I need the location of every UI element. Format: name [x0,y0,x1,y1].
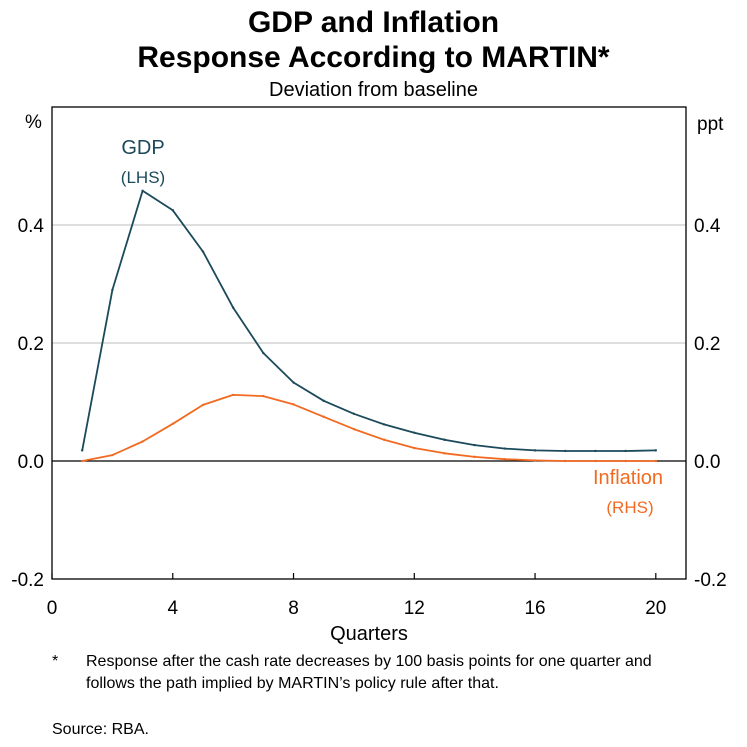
data-point-inflation [231,393,235,397]
data-point-inflation [141,440,144,443]
y-tick-label-left: -0.2 [11,570,44,591]
chart-title-line2: Response According to MARTIN* [137,41,610,74]
x-tick-label: 20 [645,598,666,619]
data-point-gdp [231,306,235,309]
y-tick-label-right: 0.0 [694,452,720,473]
data-point-inflation [292,403,295,406]
data-point-gdp [322,399,325,403]
y-axis-label-left: % [25,112,42,133]
series-line-inflation [82,393,656,462]
data-point-inflation [594,459,597,463]
x-tick-label: 8 [288,598,299,619]
data-point-gdp [111,288,114,292]
data-point-gdp [171,209,174,212]
data-point-gdp [352,412,356,415]
y-tick-label-right: 0.2 [694,334,720,355]
data-point-inflation [473,455,476,459]
data-point-inflation [503,458,507,461]
data-point-gdp [654,449,658,452]
data-point-gdp [443,438,446,441]
data-point-gdp [262,351,265,355]
data-point-gdp [503,447,507,450]
data-point-gdp [382,423,386,426]
x-axis-label: Quarters [330,623,408,645]
data-point-inflation [322,415,325,418]
y-tick-label-left: 0.4 [18,216,45,237]
data-point-inflation [654,459,658,463]
data-point-inflation [382,438,386,441]
data-point-gdp [624,449,627,453]
data-point-inflation [352,427,356,431]
data-point-inflation [201,403,205,407]
x-tick-label: 4 [167,598,178,619]
x-tick-label: 12 [404,598,425,619]
inflation-axis-label: (RHS) [606,498,653,517]
data-point-gdp [413,431,416,434]
data-point-gdp [292,381,295,384]
x-tick-label: 16 [524,598,545,619]
chart-title-line1: GDP and Inflation [247,6,500,39]
data-point-inflation [564,459,567,463]
data-point-gdp [80,449,84,452]
data-point-gdp [564,449,567,453]
data-point-gdp [201,250,205,253]
y-tick-label-right: 0.4 [694,216,721,237]
footnote-text: Response after the cash rate decreases b… [86,653,652,692]
y-axis-label-right: ppt [697,114,724,135]
x-tick-label: 0 [47,598,58,619]
footnote-marker: * [52,653,59,670]
source-note: Source: RBA. [52,721,149,738]
data-point-inflation [533,459,537,462]
data-point-gdp [473,443,476,447]
data-point-inflation [443,452,446,455]
plot-frame [51,106,687,580]
data-point-inflation [624,459,627,463]
data-point-inflation [262,394,265,398]
y-tick-label-right: -0.2 [694,570,727,591]
y-tick-label-left: 0.0 [18,452,44,473]
data-point-inflation [413,446,416,450]
data-point-inflation [111,453,114,457]
chart-subtitle: Deviation from baseline [269,79,478,101]
data-point-gdp [141,189,144,192]
gdp-axis-label: (LHS) [121,168,165,187]
inflation-label: Inflation [593,467,663,489]
y-tick-label-left: 0.2 [18,334,44,355]
series-line-gdp [81,189,656,452]
data-point-gdp [533,449,537,452]
data-point-gdp [594,449,597,453]
gdp-label: GDP [121,137,164,159]
data-point-inflation [80,459,84,463]
data-point-inflation [171,422,174,426]
